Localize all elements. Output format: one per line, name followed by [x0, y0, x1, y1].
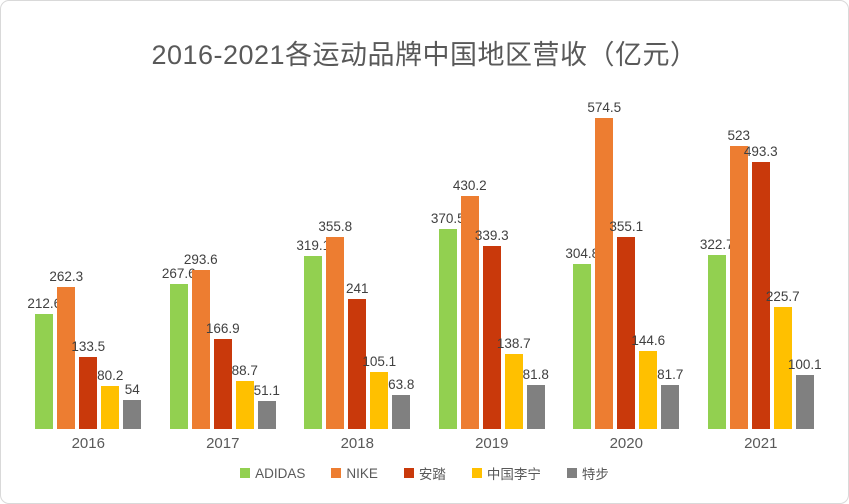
data-label-安踏-2020: 355.1 — [609, 219, 644, 234]
data-label-特步-2020: 81.7 — [657, 367, 684, 382]
chart-title: 2016-2021各运动品牌中国地区营收（亿元） — [151, 40, 698, 70]
legend-swatch-icon — [403, 468, 414, 478]
data-label-NIKE-2018: 355.8 — [318, 219, 353, 234]
bar-group-2017: 267.6 293.6 166.9 88.7 51.1 — [156, 103, 291, 429]
bar-NIKE-2020: 574.5 — [587, 100, 621, 429]
legend-item-特步: 特步 — [566, 463, 609, 483]
legend-item-安踏: 安踏 — [403, 463, 446, 483]
bar-特步-2016: 54 — [123, 382, 142, 429]
bar-ADIDAS-2020: 304.8 — [565, 246, 599, 429]
legend-label: 中国李宁 — [486, 467, 541, 482]
bar-安踏-2016: 133.5 — [71, 339, 105, 429]
data-label-安踏-2017: 166.9 — [205, 321, 240, 336]
legend-label: NIKE — [346, 465, 378, 481]
data-label-ADIDAS-2019: 370.5 — [430, 211, 465, 226]
data-label-中国李宁-2019: 138.7 — [496, 336, 531, 351]
x-axis-label-2018: 2018 — [340, 435, 374, 452]
x-axis-label-2019: 2019 — [475, 435, 509, 452]
x-axis-label-2021: 2021 — [744, 435, 778, 452]
bar-特步-2019: 81.8 — [523, 367, 549, 429]
bar-安踏-2019: 339.3 — [475, 228, 509, 429]
bar-NIKE-2018: 355.8 — [318, 219, 352, 429]
data-label-安踏-2021: 493.3 — [743, 144, 778, 159]
data-label-NIKE-2020: 574.5 — [587, 100, 622, 115]
bar-group-2021: 322.7 523 493.3 225.7 100.1 — [694, 103, 829, 429]
legend-swatch-icon — [566, 468, 577, 478]
bar-中国李宁-2020: 144.6 — [631, 333, 665, 429]
bar-安踏-2020: 355.1 — [609, 219, 643, 429]
data-label-安踏-2019: 339.3 — [474, 228, 509, 243]
plot-area: 212.6 262.3 133.5 80.2 54 267.6 293.6 166.9 88.7… — [21, 100, 829, 429]
bar-NIKE-2017: 293.6 — [184, 252, 218, 429]
legend-swatch-icon — [240, 468, 251, 478]
bar-group-2016: 212.6 262.3 133.5 80.2 54 — [21, 103, 156, 429]
legend-item-NIKE: NIKE — [331, 466, 378, 481]
data-label-中国李宁-2021: 225.7 — [765, 289, 800, 304]
bar-安踏-2021: 493.3 — [744, 144, 778, 429]
data-label-特步-2016: 54 — [124, 382, 140, 397]
bar-特步-2018: 63.8 — [388, 377, 414, 429]
bar-ADIDAS-2018: 319.1 — [296, 238, 330, 429]
data-label-特步-2019: 81.8 — [522, 367, 549, 382]
legend-swatch-icon — [471, 468, 482, 478]
bar-group-2018: 319.1 355.8 241 105.1 63.8 — [290, 103, 425, 429]
legend-label: ADIDAS — [255, 465, 306, 481]
bar-特步-2020: 81.7 — [657, 367, 683, 429]
bar-中国李宁-2019: 138.7 — [497, 336, 531, 429]
bar-NIKE-2016: 262.3 — [49, 269, 83, 429]
x-axis-label-2016: 2016 — [71, 435, 105, 452]
data-label-NIKE-2021: 523 — [727, 128, 751, 143]
bar-中国李宁-2016: 80.2 — [97, 368, 123, 429]
x-axis-label-2020: 2020 — [609, 435, 643, 452]
bar-中国李宁-2017: 88.7 — [232, 363, 258, 429]
legend-item-中国李宁: 中国李宁 — [471, 463, 541, 483]
bar-特步-2017: 51.1 — [254, 383, 280, 429]
bar-安踏-2018: 241 — [346, 281, 369, 429]
x-axis-label-2017: 2017 — [206, 435, 240, 452]
bar-ADIDAS-2017: 267.6 — [162, 266, 196, 429]
bar-特步-2021: 100.1 — [788, 357, 822, 429]
data-label-中国李宁-2017: 88.7 — [231, 363, 258, 378]
data-label-中国李宁-2020: 144.6 — [631, 333, 666, 348]
data-label-NIKE-2017: 293.6 — [183, 252, 218, 267]
data-label-安踏-2018: 241 — [345, 281, 369, 296]
legend-item-ADIDAS: ADIDAS — [240, 466, 305, 481]
data-label-ADIDAS-2020: 304.8 — [565, 246, 600, 261]
bar-ADIDAS-2016: 212.6 — [27, 296, 61, 429]
data-label-ADIDAS-2017: 267.6 — [161, 266, 196, 281]
legend-label: 安踏 — [418, 467, 446, 482]
bar-中国李宁-2018: 105.1 — [362, 354, 396, 429]
bar-ADIDAS-2021: 322.7 — [700, 237, 734, 429]
data-label-安踏-2016: 133.5 — [71, 339, 106, 354]
data-label-NIKE-2016: 262.3 — [49, 269, 84, 284]
data-label-NIKE-2019: 430.2 — [452, 178, 487, 193]
bar-ADIDAS-2019: 370.5 — [431, 211, 465, 429]
data-label-ADIDAS-2018: 319.1 — [296, 238, 331, 253]
bar-NIKE-2019: 430.2 — [453, 178, 487, 429]
data-label-特步-2021: 100.1 — [787, 357, 822, 372]
bar-NIKE-2021: 523 — [727, 128, 750, 429]
bar-安踏-2017: 166.9 — [206, 321, 240, 429]
bar-group-2019: 370.5 430.2 339.3 138.7 81.8 — [425, 103, 560, 429]
bar-group-2020: 304.8 574.5 355.1 144.6 81.7 — [559, 100, 694, 429]
data-label-特步-2018: 63.8 — [388, 377, 415, 392]
legend: ADIDAS NIKE 安踏 中国李宁 特步 — [1, 463, 848, 483]
data-label-中国李宁-2018: 105.1 — [362, 354, 397, 369]
legend-swatch-icon — [331, 468, 342, 478]
data-label-中国李宁-2016: 80.2 — [97, 368, 124, 383]
x-axis: 2016 2017 2018 2019 2020 2021 — [21, 435, 828, 452]
bar-中国李宁-2021: 225.7 — [766, 289, 800, 429]
data-label-特步-2017: 51.1 — [253, 383, 280, 398]
legend-label: 特步 — [581, 467, 609, 482]
data-label-ADIDAS-2021: 322.7 — [699, 237, 734, 252]
data-label-ADIDAS-2016: 212.6 — [27, 296, 62, 311]
